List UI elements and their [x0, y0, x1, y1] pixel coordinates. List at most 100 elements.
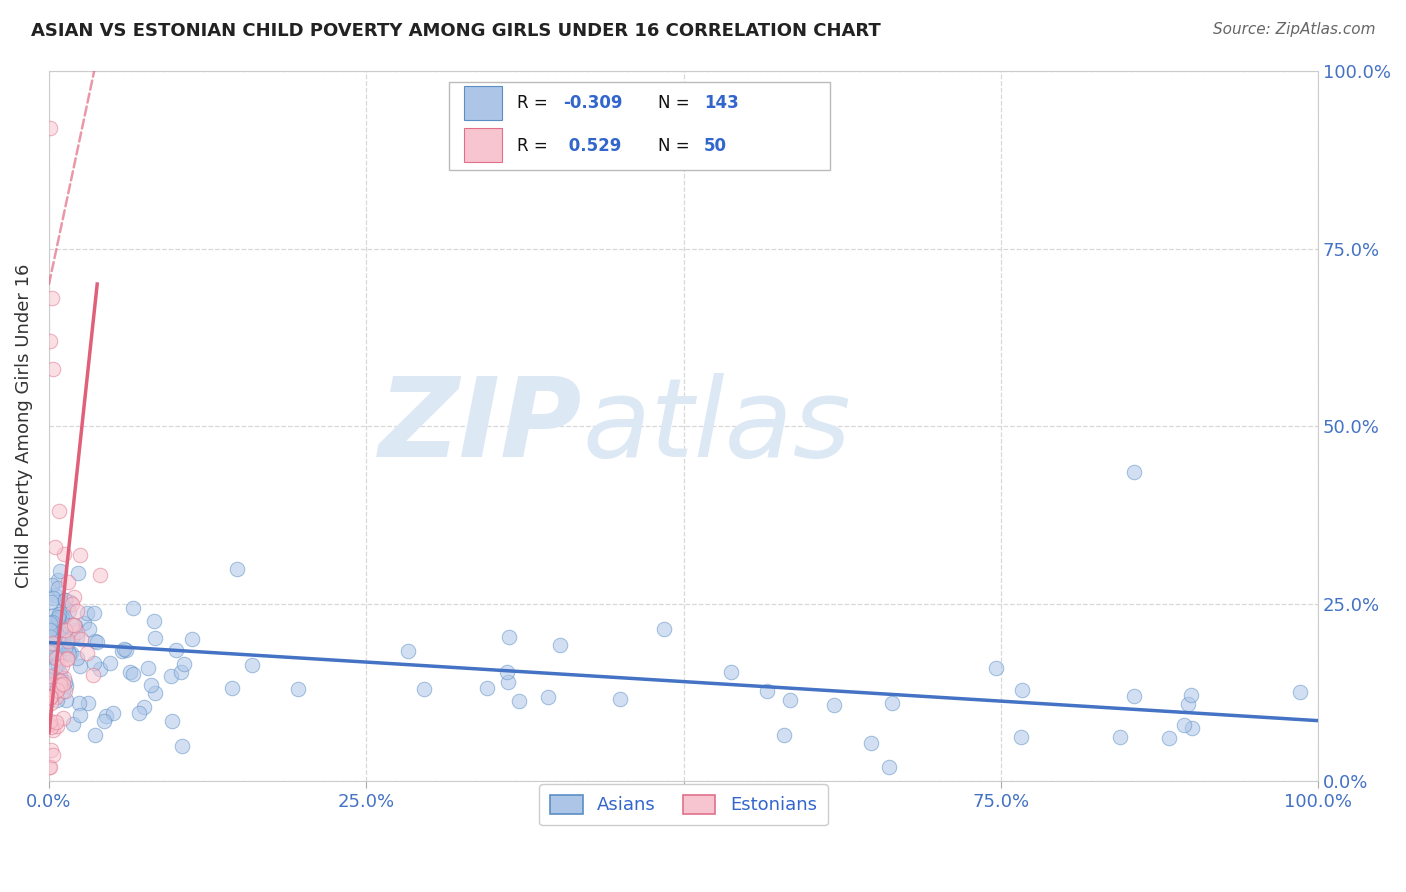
Point — [823, 698, 845, 713]
Point — [41, 615, 63, 629]
Point — [42, 362, 65, 376]
Point — [142, 614, 165, 628]
Point — [62, 630, 84, 644]
Point — [118, 665, 141, 679]
Point — [984, 661, 1007, 675]
Point — [44, 660, 66, 674]
Point — [39, 743, 62, 757]
Point — [720, 665, 742, 680]
Point — [39, 595, 62, 609]
Point — [39, 623, 62, 637]
Point — [86, 635, 108, 649]
Point — [46, 683, 69, 698]
Point — [115, 643, 138, 657]
Point — [48, 673, 70, 688]
Point — [46, 573, 69, 587]
Point — [45, 718, 67, 732]
Point — [63, 617, 86, 632]
Point — [51, 603, 73, 617]
Point — [38, 645, 60, 659]
Point — [38, 717, 60, 731]
Point — [39, 641, 62, 656]
Point — [39, 334, 62, 348]
Point — [46, 650, 69, 665]
Point — [42, 607, 65, 622]
Point — [42, 677, 65, 691]
Point — [53, 683, 76, 698]
Point — [58, 604, 80, 618]
Point — [39, 690, 62, 704]
Point — [39, 630, 62, 644]
Point — [56, 634, 79, 648]
Point — [170, 739, 193, 753]
Point — [652, 623, 675, 637]
Point — [48, 607, 70, 622]
Point — [240, 657, 263, 672]
Point — [39, 696, 62, 710]
Point — [72, 615, 94, 630]
Point — [45, 624, 67, 639]
Point — [112, 642, 135, 657]
Point — [52, 619, 75, 633]
Point — [56, 644, 79, 658]
Point — [52, 648, 75, 663]
Point — [39, 672, 62, 686]
Point — [103, 706, 125, 721]
Point — [859, 736, 882, 750]
Point — [59, 646, 82, 660]
Point — [46, 681, 69, 696]
Point — [143, 685, 166, 699]
Point — [62, 717, 84, 731]
Point — [396, 643, 419, 657]
Point — [48, 630, 70, 644]
Point — [63, 618, 86, 632]
Point — [49, 626, 72, 640]
Point — [779, 693, 801, 707]
Point — [39, 616, 62, 631]
Point — [45, 651, 67, 665]
Point — [52, 676, 75, 690]
Point — [60, 618, 83, 632]
Point — [39, 721, 62, 735]
Text: atlas: atlas — [582, 373, 851, 480]
Point — [41, 636, 63, 650]
Point — [181, 632, 204, 647]
Point — [46, 658, 69, 673]
Point — [38, 650, 60, 665]
Point — [1289, 685, 1312, 699]
Point — [496, 665, 519, 680]
Point — [42, 748, 65, 763]
Point — [56, 575, 79, 590]
Point — [139, 678, 162, 692]
Point — [287, 681, 309, 696]
Point — [1123, 465, 1146, 479]
Point — [69, 632, 91, 646]
Point — [60, 630, 83, 644]
Point — [49, 564, 72, 578]
Point — [1177, 697, 1199, 711]
Point — [49, 665, 72, 680]
Point — [1011, 683, 1033, 698]
Point — [93, 714, 115, 728]
Point — [55, 641, 77, 656]
Point — [83, 633, 105, 648]
Point — [46, 673, 69, 687]
Point — [111, 644, 134, 658]
Point — [46, 581, 69, 595]
Point — [53, 547, 76, 561]
Point — [160, 714, 183, 729]
Point — [49, 674, 72, 689]
Point — [143, 632, 166, 646]
Point — [89, 663, 111, 677]
Point — [132, 700, 155, 714]
Point — [170, 665, 193, 680]
Point — [76, 696, 98, 710]
Point — [45, 690, 67, 704]
Point — [44, 650, 66, 665]
Point — [53, 671, 76, 685]
Point — [53, 674, 76, 689]
Point — [67, 696, 90, 710]
Point — [39, 714, 62, 728]
Point — [66, 604, 89, 618]
Point — [537, 690, 560, 704]
